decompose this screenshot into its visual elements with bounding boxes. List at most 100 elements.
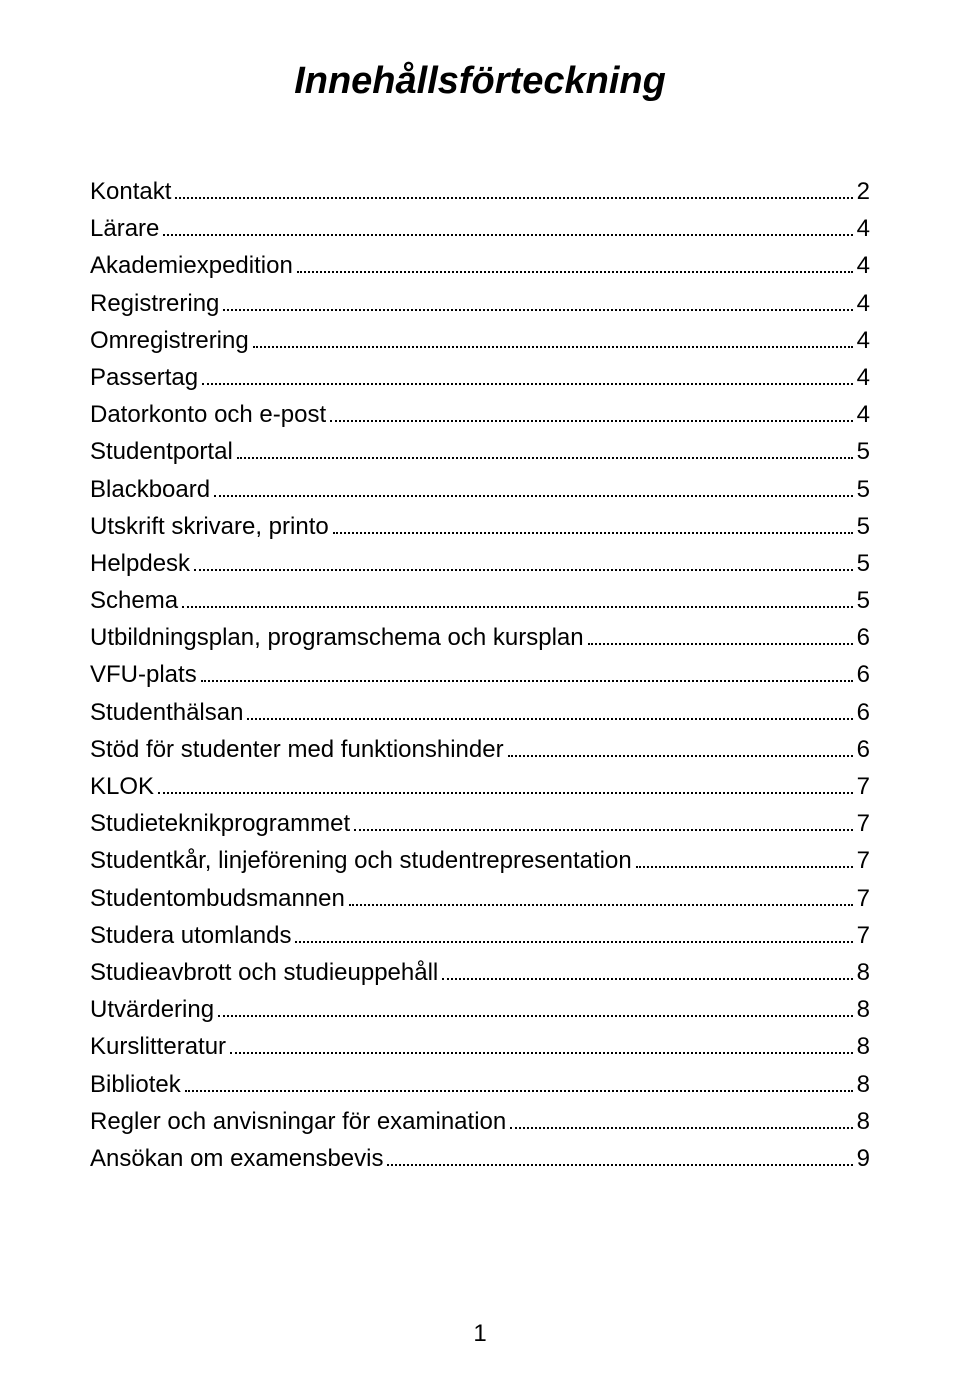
- toc-row: Studieteknikprogrammet 7: [90, 805, 870, 842]
- toc-page-number: 9: [857, 1140, 870, 1177]
- toc-leader-dots: [253, 327, 853, 348]
- toc-label: Akademiexpedition: [90, 247, 293, 284]
- toc-page-number: 7: [857, 842, 870, 879]
- toc-leader-dots: [202, 364, 853, 385]
- toc-page-number: 8: [857, 1066, 870, 1103]
- toc-label: Blackboard: [90, 471, 210, 508]
- toc-row: Ansökan om examensbevis 9: [90, 1140, 870, 1177]
- toc-page-number: 5: [857, 471, 870, 508]
- toc-page-number: 6: [857, 619, 870, 656]
- toc-label: Lärare: [90, 210, 159, 247]
- toc-page-number: 6: [857, 731, 870, 768]
- toc-page-number: 5: [857, 508, 870, 545]
- toc-row: Stöd för studenter med funktionshinder 6: [90, 731, 870, 768]
- toc-leader-dots: [508, 736, 853, 757]
- toc-row: Studentportal5: [90, 433, 870, 470]
- toc-row: Kurslitteratur 8: [90, 1028, 870, 1065]
- toc-page-number: 4: [857, 322, 870, 359]
- toc-row: Datorkonto och e-post 4: [90, 396, 870, 433]
- toc-row: VFU-plats6: [90, 656, 870, 693]
- toc-label: Helpdesk: [90, 545, 190, 582]
- toc-page-number: 8: [857, 1103, 870, 1140]
- toc-page-number: 4: [857, 210, 870, 247]
- toc-label: Studera utomlands: [90, 917, 291, 954]
- toc-page-number: 7: [857, 768, 870, 805]
- toc-leader-dots: [194, 550, 853, 571]
- page-title: Innehållsförteckning: [90, 60, 870, 103]
- toc-label: Bibliotek: [90, 1066, 181, 1103]
- toc-label: Regler och anvisningar för examination: [90, 1103, 506, 1140]
- toc-row: Akademiexpedition 4: [90, 247, 870, 284]
- toc-row: Lärare 4: [90, 210, 870, 247]
- toc-row: Studentkår, linjeförening och studentrep…: [90, 842, 870, 879]
- toc-row: Studera utomlands 7: [90, 917, 870, 954]
- toc-leader-dots: [330, 401, 853, 422]
- toc-page-number: 5: [857, 545, 870, 582]
- toc-page-number: 7: [857, 880, 870, 917]
- toc-leader-dots: [295, 922, 852, 943]
- toc-leader-dots: [230, 1033, 853, 1054]
- toc-leader-dots: [182, 587, 853, 608]
- toc-leader-dots: [214, 475, 853, 496]
- toc-row: Passertag 4: [90, 359, 870, 396]
- toc-row: Regler och anvisningar för examination 8: [90, 1103, 870, 1140]
- toc-label: Stöd för studenter med funktionshinder: [90, 731, 504, 768]
- toc-label: Studieteknikprogrammet: [90, 805, 350, 842]
- toc-label: Studentportal: [90, 433, 233, 470]
- toc-leader-dots: [636, 847, 853, 868]
- toc-label: KLOK: [90, 768, 154, 805]
- toc-label: Ansökan om examensbevis: [90, 1140, 383, 1177]
- toc-label: Studentkår, linjeförening och studentrep…: [90, 842, 632, 879]
- toc-page-number: 4: [857, 285, 870, 322]
- toc-label: Passertag: [90, 359, 198, 396]
- toc-label: Datorkonto och e-post: [90, 396, 326, 433]
- toc-label: Kurslitteratur: [90, 1028, 226, 1065]
- toc-page-number: 7: [857, 805, 870, 842]
- toc-row: Bibliotek 8: [90, 1066, 870, 1103]
- toc-label: Utbildningsplan, programschema och kursp…: [90, 619, 584, 656]
- toc-leader-dots: [201, 661, 853, 682]
- toc-page-number: 8: [857, 1028, 870, 1065]
- toc-row: Blackboard 5: [90, 471, 870, 508]
- toc-row: Utbildningsplan, programschema och kursp…: [90, 619, 870, 656]
- toc-row: Schema5: [90, 582, 870, 619]
- toc-leader-dots: [297, 252, 853, 273]
- toc-row: Helpdesk 5: [90, 545, 870, 582]
- toc-label: Studentombudsmannen: [90, 880, 345, 917]
- toc-row: Studentombudsmannen 7: [90, 880, 870, 917]
- toc-page-number: 8: [857, 991, 870, 1028]
- toc-label: Studenthälsan: [90, 694, 243, 731]
- page-number: 1: [0, 1320, 960, 1348]
- toc-leader-dots: [237, 438, 853, 459]
- toc-label: Kontakt: [90, 173, 171, 210]
- toc-page-number: 8: [857, 954, 870, 991]
- toc-leader-dots: [158, 773, 853, 794]
- toc-leader-dots: [354, 810, 853, 831]
- toc-leader-dots: [247, 698, 852, 719]
- toc-page-number: 4: [857, 247, 870, 284]
- table-of-contents: Kontakt2Lärare4Akademiexpedition4Registr…: [90, 173, 870, 1177]
- toc-page-number: 4: [857, 396, 870, 433]
- toc-leader-dots: [163, 215, 852, 236]
- document-page: Innehållsförteckning Kontakt2Lärare4Akad…: [0, 0, 960, 1388]
- toc-page-number: 4: [857, 359, 870, 396]
- toc-row: Registrering 4: [90, 285, 870, 322]
- toc-page-number: 7: [857, 917, 870, 954]
- toc-leader-dots: [510, 1108, 852, 1129]
- toc-leader-dots: [387, 1145, 852, 1166]
- toc-leader-dots: [185, 1070, 853, 1091]
- toc-label: Utskrift skrivare, printo: [90, 508, 329, 545]
- toc-leader-dots: [223, 289, 852, 310]
- toc-row: Utvärdering 8: [90, 991, 870, 1028]
- toc-label: Studieavbrott och studieuppehåll: [90, 954, 438, 991]
- toc-leader-dots: [349, 884, 853, 905]
- toc-leader-dots: [442, 959, 852, 980]
- toc-label: Utvärdering: [90, 991, 214, 1028]
- toc-page-number: 6: [857, 656, 870, 693]
- toc-page-number: 2: [857, 173, 870, 210]
- toc-page-number: 6: [857, 694, 870, 731]
- toc-row: Studieavbrott och studieuppehåll 8: [90, 954, 870, 991]
- toc-row: Utskrift skrivare, printo 5: [90, 508, 870, 545]
- toc-label: Registrering: [90, 285, 219, 322]
- toc-leader-dots: [175, 178, 852, 199]
